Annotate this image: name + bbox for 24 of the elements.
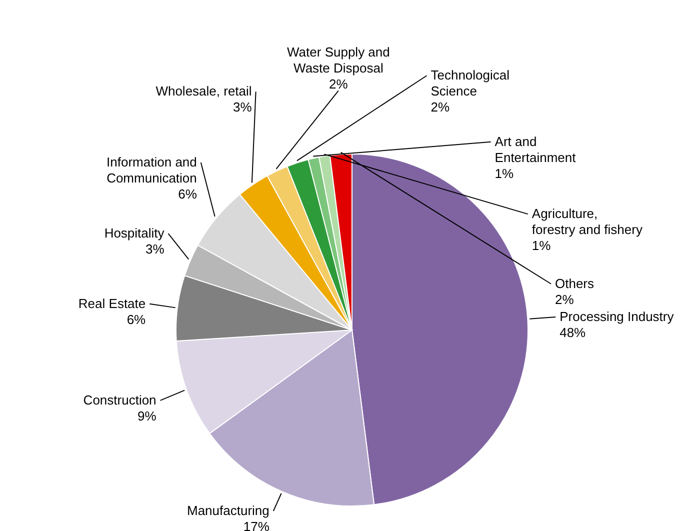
slice-label: Hospitality (104, 226, 165, 241)
slice-label: Others (554, 276, 595, 291)
data-label: 2% (329, 76, 348, 92)
data-label: 2% (430, 100, 450, 115)
slice-label: Processing Industry (560, 308, 674, 324)
slice-label: Manufacturing (187, 503, 270, 518)
data-label: 48% (560, 324, 586, 340)
data-label: 6% (126, 312, 146, 327)
data-label: 3% (233, 100, 252, 115)
data-label: 1% (494, 166, 514, 181)
slice-label: Real Estate (78, 296, 146, 311)
slice-label: Water Supply and Waste Disposal (287, 44, 390, 76)
data-label: 17% (243, 519, 270, 531)
data-label: 6% (178, 186, 198, 202)
slice-label: Information and Communication (106, 154, 197, 186)
data-label: 1% (532, 238, 552, 254)
data-label: 9% (138, 408, 157, 424)
data-label: 2% (554, 292, 574, 307)
slice-label: Technological Science (430, 68, 510, 99)
slice-label: Agriculture, forestry and fishery (532, 206, 643, 238)
slice-label: Wholesale, retail (156, 84, 252, 99)
data-label: 3% (145, 242, 165, 257)
slice-label: Construction (83, 392, 156, 408)
slice-label: Art and Entertainment (494, 134, 576, 165)
